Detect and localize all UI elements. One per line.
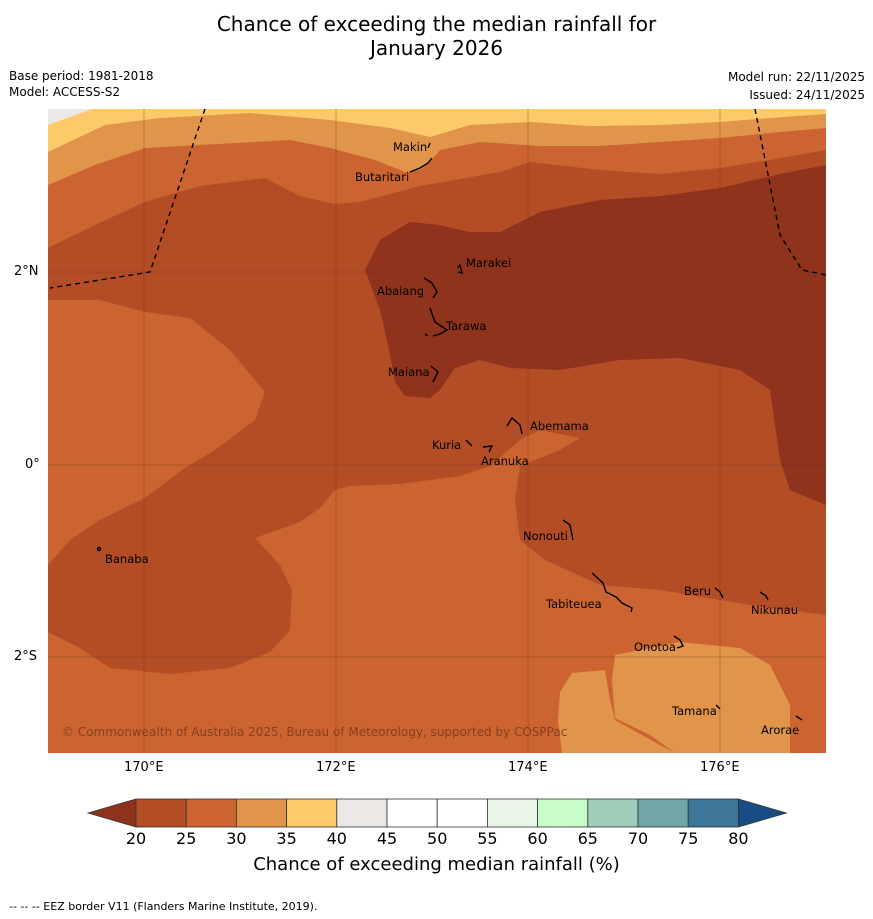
graticule: [48, 109, 826, 753]
place-labels: Makin Butaritari Marakei Abaiang Tarawa …: [105, 140, 799, 737]
label-makin: Makin: [393, 140, 427, 154]
lat-tick-0: 0°: [25, 457, 40, 472]
model-run: Model run: 22/11/2025: [727, 70, 865, 84]
title-line-2: January 2026: [369, 36, 504, 60]
colorbar-tick-label: 50: [427, 829, 448, 848]
colorbar-tick-label: 20: [125, 829, 147, 848]
colorbar-tick-label: 75: [678, 829, 699, 848]
map-title: Chance of exceeding the median rainfall …: [0, 12, 873, 60]
label-abaiang: Abaiang: [377, 284, 424, 298]
colorbar-segment: [436, 798, 488, 828]
label-abemama: Abemama: [530, 419, 589, 433]
colorbar-segment: [687, 798, 739, 828]
colorbar-tick-label: 60: [527, 829, 548, 848]
label-nonouti: Nonouti: [523, 529, 568, 543]
colorbar-extend-high: [738, 798, 788, 828]
contour-15-20: [365, 165, 826, 505]
label-banaba: Banaba: [105, 552, 149, 566]
contour-25-30-south: [48, 300, 265, 565]
lat-tick-2n: 2°N: [14, 264, 39, 279]
label-aranuka: Aranuka: [481, 454, 529, 468]
lon-tick-172e: 172°E: [316, 760, 356, 775]
colorbar-segment: [386, 798, 438, 828]
copyright-notice: © Commonwealth of Australia 2025, Bureau…: [62, 725, 567, 739]
contour-30-35-southwest: [558, 670, 675, 753]
label-nikunau: Nikunau: [751, 603, 798, 617]
eez-footnote: -- -- -- EEZ border V11 (Flanders Marine…: [9, 900, 318, 913]
base-period: Base period: 1981-2018: [9, 69, 154, 83]
colorbar-tick-label: 40: [326, 829, 347, 848]
colorbar-extend-low: [86, 798, 137, 828]
label-arorae: Arorae: [761, 723, 799, 737]
colorbar-segment: [286, 798, 338, 828]
colorbar-tick-label: 45: [376, 829, 398, 848]
label-onotoa: Onotoa: [634, 640, 676, 654]
label-marakei: Marakei: [466, 256, 511, 270]
colorbar-tick-label: 65: [577, 829, 598, 848]
colorbar-segment: [185, 798, 237, 828]
colorbar-segment: [637, 798, 689, 828]
colorbar-tick-label: 25: [176, 829, 197, 848]
colorbar-segment: [587, 798, 639, 828]
meta-left: Base period: 1981-2018 Model: ACCESS-S2: [9, 68, 154, 100]
lon-tick-170e: 170°E: [124, 760, 164, 775]
label-beru: Beru: [684, 584, 711, 598]
label-tabiteuea: Tabiteuea: [545, 597, 602, 611]
eez-border: [49, 108, 827, 289]
contour-30-35-north: [48, 109, 826, 185]
title-line-1: Chance of exceeding the median rainfall …: [216, 12, 657, 36]
contour-40-45-corner: [48, 109, 92, 125]
colorbar-tick-label: 70: [627, 829, 649, 848]
contour-35-40-north: [48, 109, 826, 152]
meta-right: Model run: 22/11/2025 Issued: 24/11/2025: [728, 69, 865, 103]
island-outlines: [96, 142, 803, 721]
label-butaritari: Butaritari: [355, 170, 409, 184]
label-tamana: Tamana: [671, 704, 717, 718]
colorbar-segment: [336, 798, 388, 828]
colorbar-title: Chance of exceeding median rainfall (%): [253, 854, 620, 875]
label-maiana: Maiana: [388, 365, 430, 379]
colorbar-segment: [135, 798, 187, 828]
colorbar-segment: [537, 798, 589, 828]
colorbar-segment: [486, 798, 538, 828]
colorbar-tick-label: 55: [477, 829, 498, 848]
label-kuria: Kuria: [432, 438, 461, 452]
colorbar-segment: [235, 798, 287, 828]
lat-tick-2s: 2°S: [14, 649, 38, 664]
lon-tick-174e: 174°E: [508, 760, 548, 775]
contour-30-35-south: [612, 642, 790, 753]
colorbar: [86, 798, 788, 828]
rainfall-contours: [48, 109, 826, 753]
lon-tick-176e: 176°E: [700, 760, 740, 775]
colorbar-tick-label: 35: [276, 829, 297, 848]
issued-date: Issued: 24/11/2025: [749, 88, 865, 102]
model-name: Model: ACCESS-S2: [9, 85, 121, 99]
label-tarawa: Tarawa: [445, 319, 486, 333]
colorbar-tick-label: 30: [226, 829, 247, 848]
colorbar-tick-label: 80: [728, 829, 749, 848]
